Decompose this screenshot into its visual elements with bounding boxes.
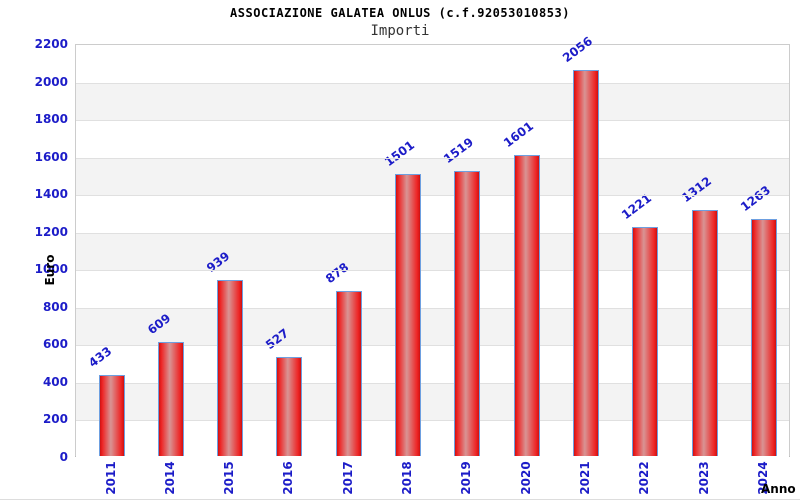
gridline [76, 120, 789, 121]
grid-band [76, 120, 789, 158]
y-tick-label: 800 [42, 299, 68, 314]
bar [395, 174, 421, 456]
gridline [76, 158, 789, 159]
bar [691, 209, 718, 456]
y-tick-label: 1000 [34, 262, 68, 277]
grid-band [76, 345, 789, 383]
gridline [76, 270, 789, 271]
grid-band [76, 382, 789, 421]
grid-band [76, 270, 789, 308]
grid-band [76, 195, 789, 233]
plot-area [75, 44, 790, 458]
y-tick-label: 400 [42, 374, 68, 389]
bar [572, 70, 599, 456]
grid-band [76, 420, 789, 458]
bar [513, 155, 540, 456]
grid-band [76, 232, 789, 271]
y-tick-label: 1200 [34, 224, 68, 239]
y-axis-title: Euro [43, 254, 57, 286]
chart-title: ASSOCIAZIONE GALATEA ONLUS (c.f.92053010… [230, 6, 570, 20]
y-tick-label: 0 [59, 450, 68, 464]
chart-subtitle: Importi [370, 23, 430, 39]
grid-band [76, 82, 789, 121]
bar [335, 291, 362, 456]
y-tick-label: 2000 [34, 74, 68, 89]
bar [276, 357, 303, 456]
gridline [76, 195, 789, 196]
y-tick-label: 1600 [34, 149, 68, 164]
gridline [76, 233, 789, 234]
bar [750, 218, 777, 456]
grid-band [76, 157, 789, 196]
y-tick-label: 600 [42, 337, 68, 352]
x-axis-title: Anno [761, 482, 796, 496]
y-tick-label: 200 [42, 412, 68, 427]
y-tick-label: 1400 [34, 187, 68, 202]
bar [454, 170, 481, 456]
gridline [76, 345, 789, 346]
y-tick-label: 1800 [34, 112, 68, 127]
y-tick-label: 2200 [34, 37, 68, 51]
gridline [76, 308, 789, 309]
bar [157, 341, 184, 456]
gridline [76, 420, 789, 421]
bar [217, 279, 244, 456]
grid-band [76, 307, 789, 346]
gridline [76, 83, 789, 84]
gridline [76, 383, 789, 384]
bar [632, 226, 659, 456]
bar [98, 374, 125, 456]
grid-band [76, 45, 789, 83]
